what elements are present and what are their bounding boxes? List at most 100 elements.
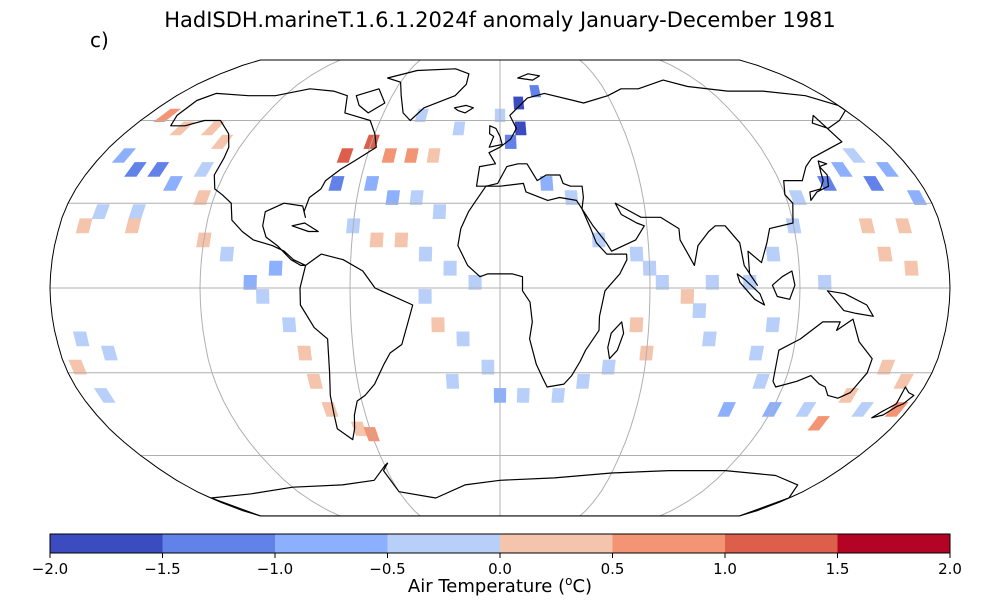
anomaly-cell — [456, 331, 470, 347]
anomaly-cell — [432, 204, 447, 219]
anomaly-cell — [629, 246, 644, 262]
colorbar-bin — [275, 534, 388, 553]
anomaly-cell — [282, 317, 297, 333]
anomaly-cell — [68, 359, 88, 375]
colorbar-tick-label: 0.0 — [488, 560, 512, 578]
anomaly-cell — [858, 218, 876, 234]
panel-label: c) — [90, 28, 109, 52]
coastline-iceland — [453, 104, 474, 114]
coastline-japan — [809, 160, 830, 201]
coastline-antarctica — [210, 462, 799, 516]
anomaly-cell — [680, 289, 695, 304]
anomaly-cell — [576, 373, 591, 389]
anomaly-cell — [210, 134, 234, 149]
anomaly-cell — [418, 289, 432, 304]
anomaly-cell — [851, 402, 874, 417]
anomaly-cell — [906, 190, 928, 205]
anomaly-cell — [363, 176, 380, 191]
anomaly-cell — [147, 162, 170, 177]
map-title: HadISDH.marineT.1.6.1.2024f anomaly Janu… — [164, 8, 836, 32]
anomaly-cell — [409, 190, 424, 205]
anomaly-cell — [369, 232, 384, 248]
coastline-svalbard — [517, 73, 541, 81]
anomaly-cell — [875, 162, 899, 177]
anomaly-cell — [350, 421, 368, 436]
anomaly-cell — [381, 148, 397, 163]
anomaly-cell — [743, 275, 757, 290]
anomaly-cell — [394, 232, 409, 248]
anomaly-cell — [551, 388, 566, 403]
colorbar-tick-label: 0.5 — [601, 560, 625, 578]
coastline-africa — [457, 182, 628, 388]
anomaly-cell — [404, 148, 419, 163]
anomaly-cell — [452, 121, 466, 136]
coastline-sumatra — [736, 273, 766, 306]
colorbar-bin — [162, 534, 275, 553]
anomaly-cell — [895, 218, 912, 234]
colorbar-bin — [50, 534, 163, 553]
anomaly-cell — [200, 121, 225, 136]
anomaly-cell — [629, 317, 644, 333]
anomaly-cell — [529, 85, 542, 98]
anomaly-cell — [830, 162, 853, 177]
anomaly-cell — [328, 176, 345, 191]
anomaly-cell — [445, 373, 460, 389]
anomaly-cell — [863, 176, 885, 191]
colorbar-label-prefix: Air Temperature ( — [407, 576, 566, 597]
anomaly-cell — [842, 148, 866, 163]
colorbar: −2.0 −1.5 −1.0 −0.5 0.0 0.5 1.0 1.5 2.0 — [32, 533, 962, 578]
anomaly-cell — [385, 190, 401, 205]
anomaly-cell — [101, 345, 118, 361]
anomaly-cell — [468, 275, 482, 290]
anomaly-cell — [795, 402, 817, 417]
anomaly-cell — [431, 317, 445, 333]
anomaly-cell — [705, 275, 720, 290]
colorbar-bin — [725, 534, 838, 553]
gridlines — [50, 60, 950, 516]
colorbar-bin — [387, 534, 500, 553]
anomaly-cell — [817, 176, 837, 191]
anomaly-cell — [268, 260, 283, 276]
coastline-borneo — [771, 270, 796, 300]
anomaly-cell — [91, 204, 110, 219]
anomaly-cell — [219, 246, 235, 262]
anomaly-cell — [414, 108, 429, 123]
colorbar-label-superscript: o — [565, 574, 573, 588]
anomaly-cell — [418, 246, 433, 262]
anomaly-cell — [817, 275, 832, 290]
anomaly-cell — [655, 275, 670, 290]
anomaly-cell — [877, 246, 893, 262]
colorbar-label: Air Temperature (oC) — [0, 574, 1000, 597]
map-boundary — [49, 59, 951, 517]
anomaly-cell — [193, 190, 212, 205]
anomaly-cell — [111, 148, 137, 163]
colorbar-tick-label: −2.0 — [32, 560, 68, 578]
anomaly-cell — [75, 218, 93, 234]
anomaly-cell — [336, 148, 354, 163]
colorbar-tick-label: 1.5 — [826, 560, 850, 578]
anomaly-cell — [884, 402, 909, 417]
coastline-madagascar — [607, 321, 625, 360]
colorbar-tick-label: −1.0 — [257, 560, 293, 578]
coastline-cuba — [291, 222, 319, 233]
anomaly-cell — [876, 359, 896, 375]
anomaly-cell — [255, 289, 270, 304]
coastline-greenland — [387, 68, 470, 122]
colorbar-tick-label: −0.5 — [369, 560, 405, 578]
colorbar-bin — [837, 534, 950, 553]
anomaly-cell — [601, 359, 616, 375]
anomaly-cell — [717, 402, 736, 417]
coastline-new-zealand — [871, 386, 915, 419]
anomaly-cell — [692, 303, 707, 318]
coastline-europe-asia — [475, 79, 846, 286]
anomaly-cell — [702, 331, 717, 347]
anomaly-cell — [516, 388, 530, 403]
coastline-south-america — [299, 253, 414, 441]
coastline-baffin — [355, 88, 386, 114]
anomaly-cell — [193, 162, 215, 177]
anomaly-cell — [540, 176, 554, 191]
anomaly-cell — [128, 204, 146, 219]
colorbar-tick-label: 1.0 — [713, 560, 737, 578]
anomaly-cell — [504, 134, 517, 149]
anomaly-cell — [838, 388, 860, 403]
